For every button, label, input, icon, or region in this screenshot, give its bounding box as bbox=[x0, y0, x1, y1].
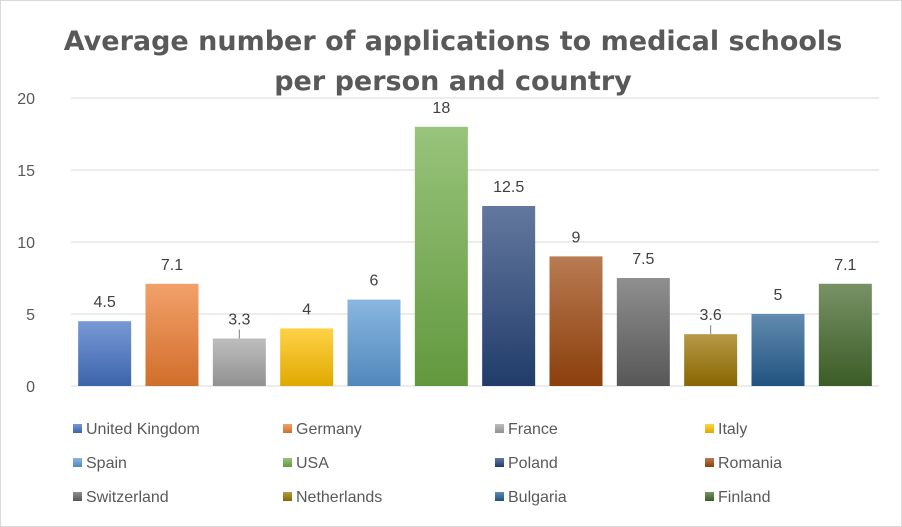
legend-label: Italy bbox=[718, 421, 747, 438]
legend-label: Romania bbox=[718, 455, 782, 472]
y-tick-label: 10 bbox=[17, 235, 35, 252]
bar-netherlands bbox=[684, 334, 738, 386]
chart-title-line-1: Average number of applications to medica… bbox=[64, 26, 843, 57]
y-axis: 0 5 10 15 20 bbox=[17, 91, 35, 396]
gridlines bbox=[71, 97, 879, 387]
legend-swatch bbox=[283, 492, 292, 501]
data-label-romania: 9 bbox=[572, 229, 581, 246]
legend-label: France bbox=[508, 421, 558, 438]
bars bbox=[78, 126, 872, 387]
chart-title-line-2: per person and country bbox=[274, 66, 632, 97]
legend-item-france: France bbox=[495, 421, 558, 438]
legend-swatch bbox=[73, 492, 82, 501]
legend-swatch bbox=[495, 492, 504, 501]
data-labels: 4.5 7.1 3.3 4 6 18 12.5 9 7.5 3.6 5 7.1 bbox=[94, 100, 857, 339]
legend-label: Finland bbox=[718, 489, 770, 506]
bar-germany bbox=[145, 283, 199, 386]
bar-finland bbox=[818, 283, 872, 386]
bar-romania bbox=[549, 256, 603, 386]
legend-item-poland: Poland bbox=[495, 455, 558, 472]
bar-switzerland bbox=[616, 278, 670, 386]
data-label-italy: 4 bbox=[302, 301, 311, 318]
legend-item-romania: Romania bbox=[705, 455, 782, 472]
bar-poland bbox=[482, 206, 536, 386]
data-label-france: 3.3 bbox=[228, 311, 250, 328]
bar-bulgaria bbox=[751, 314, 805, 386]
y-tick-label: 5 bbox=[26, 307, 35, 324]
legend-item-bulgaria: Bulgaria bbox=[495, 489, 567, 506]
legend-item-spain: Spain bbox=[73, 455, 127, 472]
legend-item-finland: Finland bbox=[705, 489, 770, 506]
legend-swatch bbox=[283, 424, 292, 433]
bar-spain bbox=[347, 299, 401, 386]
data-label-usa: 18 bbox=[432, 100, 450, 117]
legend-label: Bulgaria bbox=[508, 489, 567, 506]
legend-item-germany: Germany bbox=[283, 421, 362, 438]
y-tick-label: 0 bbox=[26, 379, 35, 396]
legend-label: Germany bbox=[296, 421, 362, 438]
data-label-poland: 12.5 bbox=[493, 179, 524, 196]
legend-item-usa: USA bbox=[283, 455, 329, 472]
bar-united-kingdom bbox=[78, 321, 132, 386]
legend-swatch bbox=[73, 424, 82, 433]
legend-swatch bbox=[705, 492, 714, 501]
bar-italy bbox=[280, 328, 334, 386]
bar-usa bbox=[414, 126, 468, 387]
legend-swatch bbox=[705, 424, 714, 433]
legend-swatch bbox=[495, 424, 504, 433]
data-label-united-kingdom: 4.5 bbox=[94, 294, 116, 311]
legend-label: Spain bbox=[86, 455, 127, 472]
legend-label: Switzerland bbox=[86, 489, 169, 506]
legend-swatch bbox=[73, 458, 82, 467]
bar-france bbox=[212, 338, 266, 386]
y-tick-label: 15 bbox=[17, 163, 35, 180]
y-tick-label: 20 bbox=[17, 91, 35, 108]
legend-label: USA bbox=[296, 455, 329, 472]
legend-swatch bbox=[705, 458, 714, 467]
legend-item-netherlands: Netherlands bbox=[283, 489, 382, 506]
data-label-germany: 7.1 bbox=[161, 257, 183, 274]
legend-swatch bbox=[283, 458, 292, 467]
data-label-spain: 6 bbox=[370, 273, 379, 290]
data-label-netherlands: 3.6 bbox=[700, 307, 722, 324]
data-label-bulgaria: 5 bbox=[774, 287, 783, 304]
legend-label: United Kingdom bbox=[86, 421, 200, 438]
legend: United Kingdom Germany France Italy Spain USA… bbox=[73, 421, 782, 506]
legend-label: Poland bbox=[508, 455, 558, 472]
data-label-finland: 7.1 bbox=[834, 257, 856, 274]
legend-item-italy: Italy bbox=[705, 421, 747, 438]
legend-item-switzerland: Switzerland bbox=[73, 489, 169, 506]
legend-label: Netherlands bbox=[296, 489, 382, 506]
legend-item-united-kingdom: United Kingdom bbox=[73, 421, 200, 438]
legend-swatch bbox=[495, 458, 504, 467]
data-label-switzerland: 7.5 bbox=[632, 251, 654, 268]
